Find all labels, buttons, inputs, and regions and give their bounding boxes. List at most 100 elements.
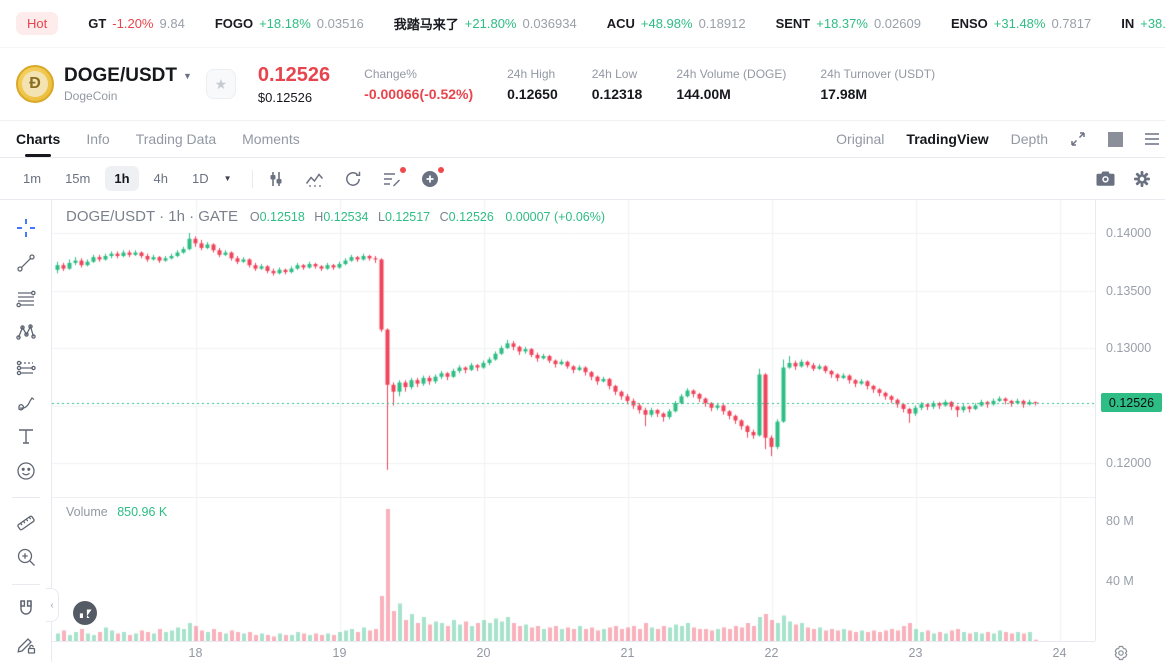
emoji-tool[interactable] xyxy=(9,455,43,488)
ticker-price: 0.03516 xyxy=(316,16,364,31)
view-depth[interactable]: Depth xyxy=(1010,131,1048,147)
tab-trading-data[interactable]: Trading Data xyxy=(135,131,217,147)
zoom-in-tool[interactable] xyxy=(9,541,43,574)
ticker-symbol: SENT xyxy=(775,16,811,31)
brush-tool[interactable] xyxy=(9,385,43,418)
ticker-price: 0.036934 xyxy=(522,16,577,31)
delta-value: 0.00007 (+0.06%) xyxy=(505,210,606,224)
forecast-tool[interactable] xyxy=(9,351,43,384)
price-tick: 0.13000 xyxy=(1106,341,1152,355)
ruler-tool[interactable] xyxy=(9,506,43,539)
low-value: 0.12318 xyxy=(591,85,643,102)
ticker-symbol: GT xyxy=(88,16,107,31)
time-tick: 23 xyxy=(908,646,923,660)
ticker-item[interactable]: ACU +48.98% 0.18912 xyxy=(607,16,746,31)
pair-selector[interactable]: DOGE/USDT ▼ xyxy=(64,65,192,87)
chevron-down-icon: ▼ xyxy=(182,71,192,81)
ticker-symbol: IN xyxy=(1121,16,1135,31)
time-axis[interactable]: 18 19 20 21 22 23 24 xyxy=(52,641,1095,662)
menu-icon[interactable] xyxy=(1145,133,1159,145)
doge-coin-icon: Ð xyxy=(16,65,54,103)
candle-style-icon[interactable] xyxy=(267,170,285,188)
magnet-tool[interactable] xyxy=(9,593,43,626)
turnover-label: 24h Turnover (USDT) xyxy=(820,66,936,81)
timeframe-15m[interactable]: 15m xyxy=(65,171,91,186)
tab-info[interactable]: Info xyxy=(86,131,110,147)
volume-legend: Volume 850.96 K xyxy=(66,505,168,519)
axis-settings-icon[interactable] xyxy=(1113,645,1129,662)
order-list-icon[interactable] xyxy=(382,166,406,188)
ticker-symbol: ACU xyxy=(606,16,635,31)
ticker-change: +31.48% xyxy=(993,16,1046,31)
volume-tick: 80 M xyxy=(1106,514,1134,528)
ticker-change: +38.82% xyxy=(1140,16,1165,31)
high-label: 24h High xyxy=(507,66,556,81)
view-tradingview[interactable]: TradingView xyxy=(906,131,989,147)
price-tick: 0.14000 xyxy=(1106,226,1152,240)
price-axis[interactable]: 0.14000 0.13500 0.13000 0.12000 80 M 40 M 0.12… xyxy=(1095,200,1165,641)
settings-gear-icon[interactable] xyxy=(1133,170,1151,188)
view-original[interactable]: Original xyxy=(836,131,885,147)
chart-region: ‹ DOGE/USDT · 1h · GATE O0.12518 H0.1253… xyxy=(0,200,1165,662)
ticker-item[interactable]: ENSO +31.48% 0.7817 xyxy=(951,16,1091,31)
ticker-change: +21.80% xyxy=(464,16,517,31)
high-value: 0.12650 xyxy=(507,85,558,102)
change-label: Change% xyxy=(364,66,417,81)
text-tool[interactable] xyxy=(9,420,43,453)
price-chart-canvas[interactable] xyxy=(52,200,1095,641)
price-tick: 0.13500 xyxy=(1106,283,1152,298)
volume-value: 144.00M xyxy=(676,85,731,102)
high-value: 0.12534 xyxy=(323,210,369,224)
hot-ticker-bar: Hot GT -1.20% 9.84 FOGO +18.18% 0.03516 … xyxy=(0,0,1165,48)
draw-lock-tool[interactable] xyxy=(9,627,43,660)
timeframe-1h[interactable]: 1h xyxy=(105,166,139,191)
time-tick: 24 xyxy=(1052,646,1067,660)
low-label: 24h Low xyxy=(591,66,638,81)
ticker-item[interactable]: IN +38.82% 0.08131 xyxy=(1121,16,1165,31)
ticker-change: -1.20% xyxy=(112,16,154,31)
time-tick: 18 xyxy=(188,646,203,660)
legend-symbol: DOGE/USDT · 1h · GATE xyxy=(66,208,238,225)
expand-icon[interactable] xyxy=(1070,131,1086,147)
section-tabs: Charts Info Trading Data Moments Origina… xyxy=(0,120,1165,158)
trend-line-tool[interactable] xyxy=(9,247,43,280)
close-value: 0.12526 xyxy=(448,210,494,224)
time-tick: 21 xyxy=(620,646,635,660)
layout-square-icon[interactable] xyxy=(1108,131,1123,147)
refresh-icon[interactable] xyxy=(344,170,362,188)
current-price-tag: 0.12526 xyxy=(1101,393,1162,412)
open-value: 0.12518 xyxy=(259,210,305,224)
fib-lines-tool[interactable] xyxy=(9,281,43,314)
tradingview-logo[interactable] xyxy=(72,600,98,631)
ticker-symbol: FOGO xyxy=(214,16,254,31)
pair-name: DOGE/USDT xyxy=(64,65,177,86)
ticker-change: +18.37% xyxy=(816,16,868,31)
ticker-item[interactable]: 我踏马来了 +21.80% 0.036934 xyxy=(394,14,577,33)
favorite-star-button[interactable]: ★ xyxy=(205,69,236,99)
timeframe-4h[interactable]: 4h xyxy=(153,171,168,186)
timeframe-1d[interactable]: 1D xyxy=(192,171,209,186)
camera-icon[interactable] xyxy=(1096,170,1115,187)
price-tick: 0.12000 xyxy=(1106,456,1152,470)
timeframe-1m[interactable]: 1m xyxy=(23,171,42,186)
low-value: 0.12517 xyxy=(384,210,431,224)
sidebar-collapse-handle[interactable]: ‹ xyxy=(46,588,59,622)
xabcd-pattern-tool[interactable] xyxy=(9,316,43,349)
ticker-symbol: ENSO xyxy=(950,16,988,31)
hot-badge: Hot xyxy=(16,12,59,35)
volume-current-value: 850.96 K xyxy=(117,505,168,519)
crosshair-tool[interactable] xyxy=(9,212,43,245)
volume-label: 24h Volume (DOGE) xyxy=(676,66,787,81)
time-tick: 19 xyxy=(332,646,347,660)
timeframe-dropdown-icon[interactable]: ▼ xyxy=(223,174,232,183)
ticker-change: +48.98% xyxy=(640,16,693,31)
tab-moments[interactable]: Moments xyxy=(242,131,300,147)
add-circle-icon[interactable] xyxy=(421,166,444,188)
indicators-icon[interactable] xyxy=(305,170,324,188)
ticker-item[interactable]: GT -1.20% 9.84 xyxy=(88,16,185,31)
ticker-item[interactable]: SENT +18.37% 0.02609 xyxy=(776,16,921,31)
tab-charts[interactable]: Charts xyxy=(16,121,60,157)
ticker-change: +18.18% xyxy=(259,16,311,31)
volume-tick: 40 M xyxy=(1106,574,1134,588)
ticker-item[interactable]: FOGO +18.18% 0.03516 xyxy=(215,16,364,31)
